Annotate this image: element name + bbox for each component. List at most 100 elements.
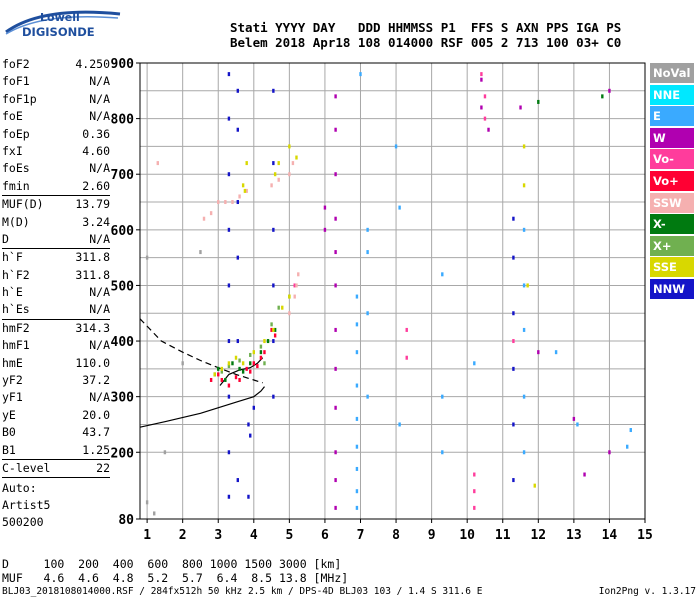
legend-item-noval: NoVal bbox=[650, 63, 694, 83]
echo-point bbox=[259, 344, 263, 349]
echo-point bbox=[334, 327, 337, 332]
echo-point bbox=[366, 311, 369, 316]
chart-frame bbox=[139, 62, 646, 520]
param-label: foEs bbox=[2, 161, 30, 176]
echo-point bbox=[334, 505, 337, 510]
echo-point bbox=[245, 366, 248, 371]
echo-point bbox=[227, 116, 231, 121]
param-row: h`Es N/A bbox=[2, 301, 110, 318]
y-tick-label: 80 bbox=[118, 513, 134, 528]
echo-point bbox=[272, 88, 275, 93]
x-tick-label: 10 bbox=[459, 528, 475, 543]
echo-point bbox=[554, 350, 558, 355]
echo-point bbox=[202, 216, 206, 221]
param-label: B1 bbox=[2, 442, 16, 457]
echo-point bbox=[334, 250, 337, 255]
echo-point bbox=[252, 405, 256, 410]
muf-distance-table: D 100 200 400 600 800 1000 1500 3000 [km… bbox=[2, 557, 348, 585]
echo-point bbox=[288, 144, 291, 149]
echo-point bbox=[145, 500, 149, 505]
echo-point bbox=[608, 88, 611, 93]
param-label: yF1 bbox=[2, 390, 23, 405]
param-row: C-level 22 bbox=[2, 460, 110, 477]
echo-point bbox=[334, 478, 337, 483]
echo-point bbox=[366, 394, 369, 399]
logo-swoosh-icon bbox=[5, 10, 121, 35]
header-labels: Stati YYYY DAY DDD HHMMSS P1 FFS S AXN P… bbox=[230, 20, 622, 35]
echo-point bbox=[145, 255, 149, 260]
echo-point bbox=[249, 433, 252, 438]
logo-text-digisonde: DIGISONDE bbox=[22, 25, 95, 39]
echo-point bbox=[236, 478, 239, 483]
param-value: 13.79 bbox=[75, 197, 110, 212]
echo-point bbox=[512, 255, 515, 260]
echo-point bbox=[293, 294, 296, 299]
x-tick-label: 7 bbox=[357, 528, 365, 543]
echo-point bbox=[263, 339, 266, 344]
echo-point bbox=[519, 105, 522, 110]
echo-point bbox=[334, 94, 337, 99]
echo-point bbox=[288, 294, 291, 299]
header-values: Belem 2018 Apr18 108 014000 RSF 005 2 71… bbox=[230, 35, 622, 50]
y-tick-label: 400 bbox=[111, 335, 135, 350]
echo-point bbox=[323, 227, 327, 232]
y-tick-label: 800 bbox=[111, 113, 135, 128]
file-info: BLJ03_2018108014000.RSF / 284fx512h 50 k… bbox=[2, 586, 483, 597]
param-row: hmF2 314.3 bbox=[2, 320, 110, 337]
echo-point bbox=[241, 361, 245, 366]
echo-point bbox=[441, 272, 444, 277]
echo-point bbox=[359, 72, 362, 77]
x-tick-label: 1 bbox=[143, 528, 151, 543]
y-tick-label: 200 bbox=[111, 446, 135, 461]
echo-point bbox=[277, 177, 280, 182]
param-value: 0.36 bbox=[82, 126, 110, 141]
param-row: h`F 311.8 bbox=[2, 249, 110, 266]
param-label: fxI bbox=[2, 143, 23, 158]
echo-point bbox=[238, 366, 241, 371]
echo-point bbox=[583, 472, 586, 477]
param-row: D N/A bbox=[2, 231, 110, 248]
echo-point bbox=[231, 200, 234, 205]
echo-point bbox=[227, 339, 231, 344]
echo-point bbox=[243, 188, 247, 193]
echo-point bbox=[512, 366, 515, 371]
param-row: yE 20.0 bbox=[2, 407, 110, 424]
param-separator bbox=[2, 458, 110, 460]
echo-point bbox=[241, 183, 245, 188]
param-label: hmE bbox=[2, 355, 23, 370]
echo-point bbox=[512, 216, 515, 221]
param-row: foEp 0.36 bbox=[2, 126, 110, 143]
param-value: N/A bbox=[89, 109, 110, 124]
param-value: 4.250 bbox=[75, 57, 110, 71]
echo-point bbox=[537, 350, 540, 355]
param-row: hmF1 N/A bbox=[2, 337, 110, 354]
param-label: M(D) bbox=[2, 214, 30, 229]
param-label: fmin bbox=[2, 178, 30, 193]
echo-point bbox=[277, 305, 280, 310]
legend-item-nnw: NNW bbox=[650, 278, 694, 299]
echo-point bbox=[480, 105, 483, 110]
echo-point bbox=[512, 311, 515, 316]
echo-point bbox=[522, 394, 526, 399]
echo-point bbox=[366, 250, 369, 255]
echo-point bbox=[227, 72, 231, 77]
echo-point bbox=[398, 205, 401, 210]
echo-point bbox=[252, 350, 256, 355]
param-value: 43.7 bbox=[82, 425, 110, 440]
param-label: yE bbox=[2, 407, 16, 422]
chart-traces bbox=[139, 318, 265, 428]
param-value: 311.8 bbox=[75, 250, 110, 265]
y-tick-label: 600 bbox=[111, 224, 135, 239]
echo-point bbox=[270, 327, 273, 332]
echo-point bbox=[405, 355, 408, 360]
echo-point bbox=[355, 350, 359, 355]
legend-item-ssw: SSW bbox=[650, 192, 694, 213]
param-label: h`F bbox=[2, 250, 23, 265]
echo-point bbox=[153, 511, 156, 516]
chart-grid bbox=[140, 62, 646, 519]
echo-point bbox=[537, 99, 540, 104]
x-tick-label: 14 bbox=[602, 528, 618, 543]
echo-point bbox=[473, 472, 476, 477]
echo-point bbox=[394, 144, 398, 149]
param-label: hmF1 bbox=[2, 338, 30, 353]
